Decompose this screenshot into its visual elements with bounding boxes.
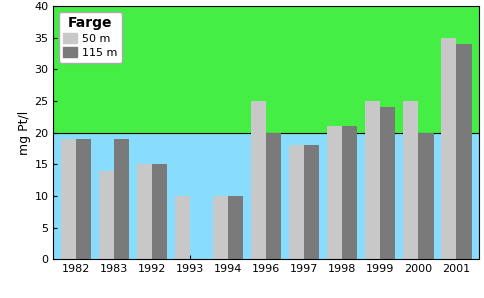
Bar <box>441 38 456 259</box>
Bar <box>137 164 152 259</box>
Bar <box>327 126 342 259</box>
Bar <box>342 126 358 259</box>
Bar <box>380 107 395 259</box>
Bar <box>213 196 228 259</box>
Bar <box>304 145 319 259</box>
Legend: 50 m, 115 m: 50 m, 115 m <box>59 12 122 63</box>
Bar <box>266 133 281 259</box>
Bar <box>403 101 418 259</box>
Bar <box>76 139 91 259</box>
Bar <box>99 170 114 259</box>
Bar <box>53 133 479 259</box>
Bar <box>289 145 304 259</box>
Bar <box>365 101 380 259</box>
Y-axis label: mg Pt/l: mg Pt/l <box>18 111 31 155</box>
Bar <box>228 196 243 259</box>
Bar <box>418 133 434 259</box>
Bar <box>61 139 76 259</box>
Bar <box>251 101 266 259</box>
Bar <box>152 164 167 259</box>
Bar <box>456 44 471 259</box>
Bar <box>114 139 129 259</box>
Bar <box>175 196 190 259</box>
Bar <box>53 6 479 133</box>
